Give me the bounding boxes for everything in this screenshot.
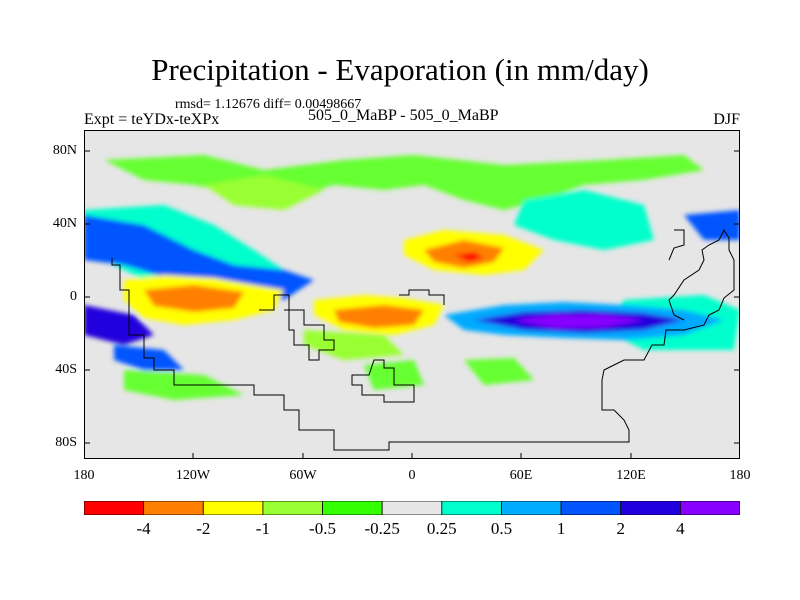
lon-tick-label: 120W — [175, 468, 211, 483]
colorbar-label: -1 — [255, 519, 270, 538]
colorbar-label: 4 — [676, 519, 685, 538]
colorbar-swatch — [620, 501, 681, 515]
continent-outlines — [111, 228, 735, 451]
colorbar-label: -0.5 — [309, 519, 336, 538]
colorbar-swatch — [143, 501, 204, 515]
colorbar-label: 2 — [616, 519, 625, 538]
lon-tick-label: 60E — [509, 468, 533, 483]
lon-tick-label: 180 — [729, 468, 751, 483]
stats-label: rmsd= 1.12676 diff= 0.00498667 — [175, 97, 362, 112]
season-label: DJF — [713, 111, 740, 128]
colorbar-label: 1 — [556, 519, 566, 538]
colorbar-swatch — [560, 501, 622, 515]
experiment-label: Expt = teYDx-teXPx — [84, 111, 220, 128]
colorbar-swatch — [501, 501, 562, 515]
lat-tick-label: 0 — [70, 289, 77, 304]
colorbar-label: 0.5 — [490, 519, 513, 538]
colorbar-swatch — [262, 501, 323, 515]
colorbar-swatch — [381, 501, 443, 515]
lat-tick-label: 80N — [52, 143, 77, 158]
plot-title: Precipitation - Evaporation (in mm/day) — [151, 52, 649, 87]
colorbar-swatch — [202, 501, 264, 515]
lon-tick-label: 60W — [289, 468, 317, 483]
lat-tick-label: 40N — [52, 216, 77, 231]
lon-tick-label: 120E — [616, 468, 646, 483]
field-layers — [84, 155, 740, 400]
map-plot — [84, 130, 740, 459]
axis-ticks — [84, 150, 740, 459]
center-label: 505_0_MaBP - 505_0_MaBP — [308, 107, 499, 124]
colorbar-label: -0.25 — [364, 519, 400, 538]
map-svg — [84, 130, 740, 459]
lat-tick-label: 80S — [55, 435, 77, 450]
colorbar-label: -4 — [136, 519, 151, 538]
colorbar-swatch — [84, 501, 145, 515]
colorbar-swatch — [322, 501, 383, 515]
lon-tick-label: 180 — [73, 468, 95, 483]
colorbar-label: -2 — [196, 519, 211, 538]
colorbar-swatch — [679, 501, 740, 515]
colorbar-swatch — [441, 501, 502, 515]
lat-tick-label: 40S — [55, 362, 77, 377]
lon-tick-label: 0 — [408, 468, 416, 483]
colorbar — [84, 501, 740, 515]
colorbar-label: 0.25 — [426, 519, 457, 538]
